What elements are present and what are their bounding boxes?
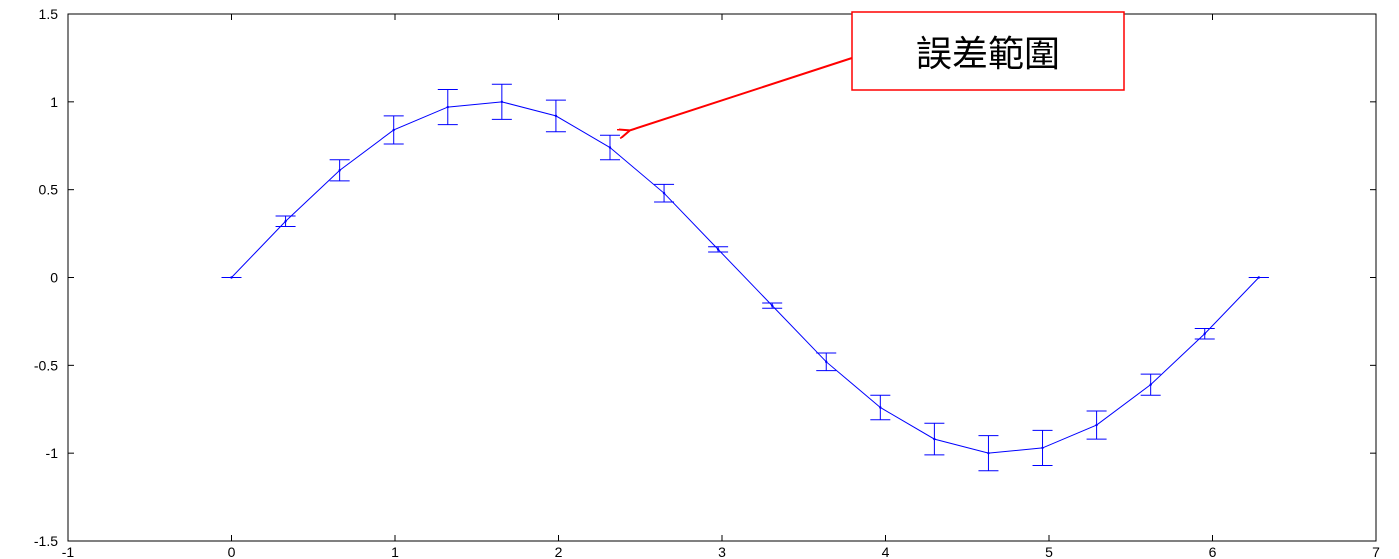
y-tick-label: -0.5 [34,357,58,373]
data-point [1041,446,1044,450]
annotation-box [851,11,1125,91]
annotation: 誤差範圍 [628,11,1125,131]
data-point [879,406,882,409]
data-point [825,360,828,364]
data-point [933,437,936,441]
x-tick-label: 3 [718,544,726,559]
data-point [608,146,612,149]
data-point [662,191,666,195]
data-point [446,105,449,109]
data-point [987,451,990,455]
data-point [716,248,720,251]
series-line [231,101,1260,454]
y-tick-label: -1.5 [34,533,58,549]
x-tick-label: -1 [62,544,75,559]
axis-tick-labels: -1 0 1 2 3 4 5 6 7 -1.5 -1 -0.5 0 0.5 1 1.5 [34,6,1380,559]
data-point [284,220,287,223]
y-tick-label: 0.5 [39,182,59,198]
data-point [1203,332,1206,335]
data-point [554,114,558,118]
plot-frame [67,13,1377,542]
data-point [230,276,233,279]
data-point [1149,383,1152,386]
y-tick-label: 1 [50,94,58,110]
y-tick-label: -1 [46,445,59,461]
data-point [1095,423,1098,427]
x-tick-label: 4 [882,544,890,559]
y-tick-label: 0 [50,270,58,286]
series-points [230,100,1261,455]
y-tick-label: 1.5 [39,6,59,22]
x-tick-label: 0 [228,544,236,559]
data-point [1257,276,1261,279]
data-point [392,128,395,132]
x-tick-label: 7 [1372,544,1380,559]
annotation-text: 誤差範圍 [916,34,1060,75]
annotation-arrow [628,57,853,131]
x-tick-label: 2 [555,544,563,559]
data-point [338,169,341,172]
x-tick-label: 6 [1209,544,1217,559]
data-point [770,304,774,307]
x-tick-label: 5 [1045,544,1053,559]
x-tick-label: 1 [391,544,399,559]
data-point [500,100,504,104]
